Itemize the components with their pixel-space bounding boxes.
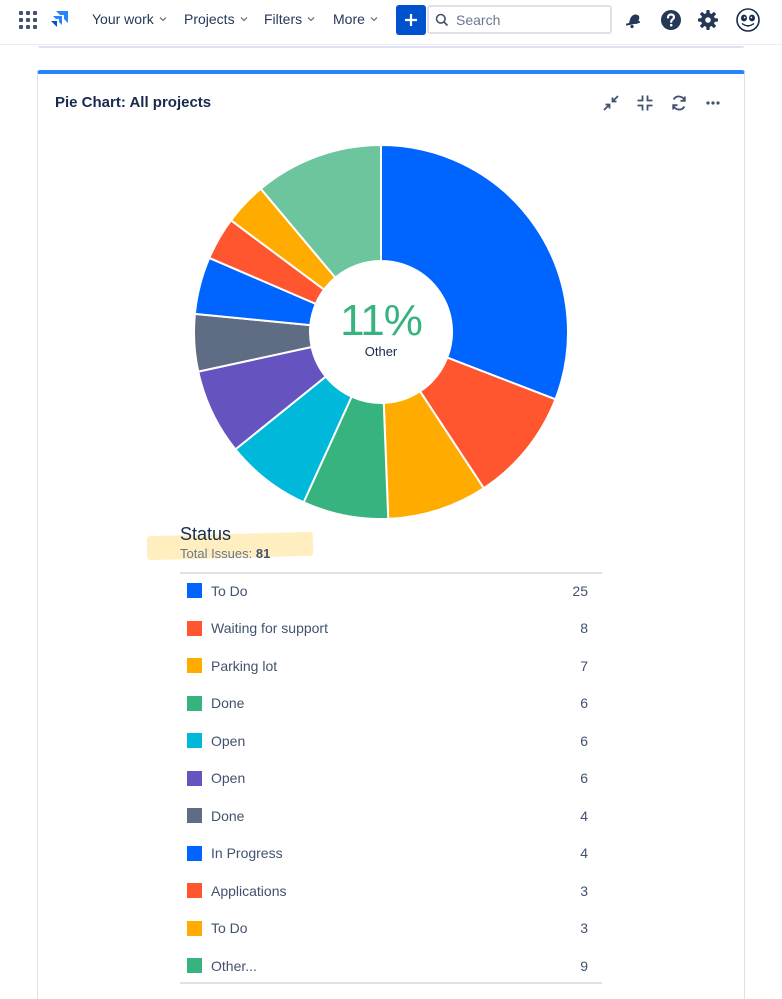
legend-top-divider — [180, 572, 602, 574]
legend-swatch — [187, 733, 202, 749]
legend-count: 3 — [580, 920, 588, 937]
avatar-icon — [736, 8, 760, 32]
legend-bottom-divider — [180, 982, 602, 984]
search-input[interactable] — [456, 11, 596, 28]
jira-logo-icon[interactable] — [50, 9, 70, 29]
gear-icon — [698, 10, 718, 30]
chevron-down-icon — [159, 17, 167, 22]
plus-icon — [405, 14, 417, 26]
total-issues: Total Issues: 81 — [180, 546, 270, 561]
gadget-actions — [600, 92, 724, 114]
gadget-title: Pie Chart: All projects — [55, 94, 212, 111]
legend-swatch — [187, 695, 202, 711]
bell-icon — [626, 14, 640, 29]
nav-more[interactable]: More — [333, 11, 379, 27]
legend-swatch — [187, 620, 202, 636]
legend-label: Open — [211, 770, 246, 787]
legend-row[interactable]: Waiting for support 8 — [180, 610, 602, 648]
total-issues-value: 81 — [255, 546, 271, 561]
nav-more-label: More — [333, 11, 365, 27]
status-title: Status — [180, 524, 232, 544]
legend-count: 6 — [580, 770, 588, 787]
pie-chart: 11% Other — [193, 143, 569, 520]
legend-row[interactable]: Other... 9 — [180, 947, 602, 985]
refresh-button[interactable] — [668, 92, 690, 114]
total-issues-label: Total Issues: — [180, 546, 253, 561]
search-box[interactable] — [427, 5, 612, 34]
legend-label: Applications — [211, 882, 287, 899]
help-button[interactable] — [659, 8, 683, 32]
more-icon — [706, 101, 720, 105]
legend-count: 7 — [580, 657, 588, 674]
legend-swatch — [187, 883, 202, 899]
legend-label: Parking lot — [211, 657, 278, 674]
pie-slice[interactable] — [259, 143, 382, 280]
nav-projects-label: Projects — [184, 11, 235, 27]
legend-row[interactable]: Parking lot 7 — [180, 647, 602, 685]
nav-your-work-label: Your work — [92, 11, 154, 27]
minimize-icon — [603, 95, 619, 111]
legend-row[interactable]: To Do 3 — [180, 910, 602, 948]
legend-swatch — [187, 583, 202, 599]
collapse-icon — [637, 95, 653, 111]
refresh-icon — [672, 95, 686, 111]
profile-avatar[interactable] — [735, 7, 761, 33]
nav-projects[interactable]: Projects — [184, 11, 249, 27]
notifications-button[interactable] — [622, 8, 646, 32]
nav-filters-label: Filters — [264, 11, 303, 27]
legend-count: 25 — [572, 582, 588, 599]
more-button[interactable] — [702, 92, 724, 114]
chevron-down-icon — [307, 17, 315, 22]
legend-swatch — [187, 920, 202, 936]
legend-swatch — [187, 808, 202, 824]
legend-count: 6 — [580, 732, 588, 749]
legend-row[interactable]: Open 6 — [180, 722, 602, 760]
legend-swatch — [187, 658, 202, 674]
legend-row[interactable]: In Progress 4 — [180, 835, 602, 873]
legend-label: Done — [211, 807, 245, 824]
center-percentage: 11% — [340, 296, 423, 345]
chevron-down-icon — [370, 17, 378, 22]
create-button[interactable] — [396, 5, 426, 35]
legend-row[interactable]: Done 4 — [180, 797, 602, 835]
legend-label: To Do — [211, 920, 248, 937]
pie-chart-svg — [193, 143, 569, 520]
legend-swatch — [187, 770, 202, 786]
legend-label: Done — [211, 695, 245, 712]
legend-swatch — [187, 845, 202, 861]
top-navigation: Your work Projects Filters More — [0, 0, 782, 40]
minimize-button[interactable] — [600, 92, 622, 114]
grid-icon[interactable] — [19, 11, 37, 29]
legend-label: Waiting for support — [211, 620, 328, 637]
legend-count: 6 — [580, 695, 588, 712]
legend-count: 8 — [580, 620, 588, 637]
nav-filters[interactable]: Filters — [264, 11, 316, 27]
collapse-button[interactable] — [634, 92, 656, 114]
legend-label: Open — [211, 732, 246, 749]
legend-label: Other... — [211, 957, 257, 974]
chevron-down-icon — [240, 17, 248, 22]
nav-divider — [0, 44, 782, 45]
pie-slice[interactable] — [380, 143, 569, 401]
center-label: Other — [364, 344, 398, 359]
legend-count: 4 — [580, 845, 588, 862]
search-icon — [435, 13, 449, 26]
previous-gadget-edge — [38, 46, 744, 48]
legend-row[interactable]: Done 6 — [180, 685, 602, 723]
legend-row[interactable]: Open 6 — [180, 760, 602, 798]
legend-row[interactable]: Applications 3 — [180, 872, 602, 910]
legend-count: 9 — [580, 957, 588, 974]
legend-swatch — [187, 958, 202, 974]
help-icon — [661, 10, 681, 30]
legend-count: 3 — [580, 882, 588, 899]
legend-row[interactable]: To Do 25 — [180, 572, 602, 610]
legend-label: In Progress — [211, 845, 283, 862]
legend-count: 4 — [580, 807, 588, 824]
legend-label: To Do — [211, 582, 248, 599]
nav-your-work[interactable]: Your work — [92, 11, 168, 27]
settings-button[interactable] — [696, 8, 720, 32]
